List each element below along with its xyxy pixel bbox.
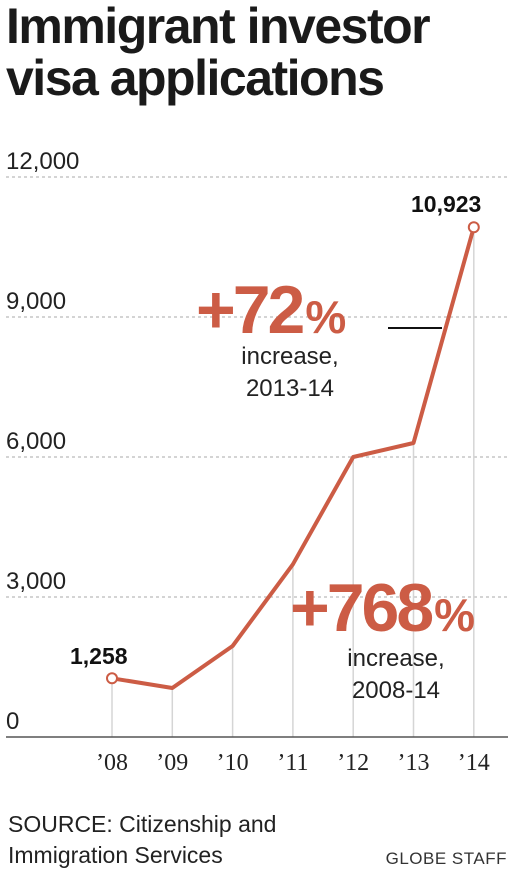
data-label-2008: 1,258 xyxy=(70,643,128,669)
annotation-72-line1: increase, xyxy=(241,343,338,370)
x-tick-label-6: ’14 xyxy=(458,750,490,776)
source-line-1: SOURCE: Citizenship and xyxy=(8,811,277,837)
annotation-72-line2: 2013-14 xyxy=(246,375,334,402)
annotation-72-pct: % xyxy=(305,291,345,343)
source-note: SOURCE: Citizenship and Immigration Serv… xyxy=(8,809,276,871)
y-tick-label-3000: 3,000 xyxy=(6,568,66,595)
x-tick-label-5: ’13 xyxy=(398,750,430,776)
source-line-2: Immigration Services xyxy=(8,842,223,868)
annotation-768-percent: +768% increase, 2008-14 xyxy=(290,570,477,704)
title-line-1: Immigrant investor xyxy=(6,0,431,54)
data-point-6 xyxy=(467,221,480,234)
data-label-2014: 10,923 xyxy=(411,191,481,217)
x-tick-label-4: ’12 xyxy=(337,750,369,776)
annotation-768-line1: increase, xyxy=(347,645,444,672)
x-tick-labels: ’08 ’09 ’10 ’11 ’12 ’13 ’14 xyxy=(96,750,490,776)
y-tick-label-6000: 6,000 xyxy=(6,428,66,455)
data-points xyxy=(106,221,480,685)
y-tick-labels: 0 3,000 6,000 9,000 12,000 xyxy=(6,148,79,735)
x-tick-label-2: ’10 xyxy=(217,750,249,776)
credit-label: GLOBE STAFF xyxy=(385,849,507,868)
annotation-72-percent: +72% increase, 2013-14 xyxy=(196,272,442,402)
chart-title: Immigrant investor visa applications xyxy=(6,0,431,106)
annotation-72-value: +72 xyxy=(196,272,304,348)
y-tick-label-12000: 12,000 xyxy=(6,148,79,175)
annotation-768-pct: % xyxy=(434,589,474,641)
title-line-2: visa applications xyxy=(6,50,385,106)
x-tick-label-0: ’08 xyxy=(96,750,128,776)
x-tick-label-3: ’11 xyxy=(277,750,308,776)
line-chart: 0 3,000 6,000 9,000 12,000 ’08 ’09 ’10 ’11 ’12 ’1… xyxy=(6,148,508,776)
annotation-768-value: +768 xyxy=(290,570,432,646)
annotation-768-line2: 2008-14 xyxy=(352,677,440,704)
y-tick-label-0: 0 xyxy=(6,708,19,735)
x-tick-label-1: ’09 xyxy=(156,750,188,776)
vertical-guides xyxy=(111,227,475,737)
svg-text:+72%: +72% xyxy=(196,272,345,348)
series-line xyxy=(111,226,476,690)
data-point-0 xyxy=(106,672,118,685)
svg-text:+768%: +768% xyxy=(290,570,474,646)
y-tick-label-9000: 9,000 xyxy=(6,288,66,315)
